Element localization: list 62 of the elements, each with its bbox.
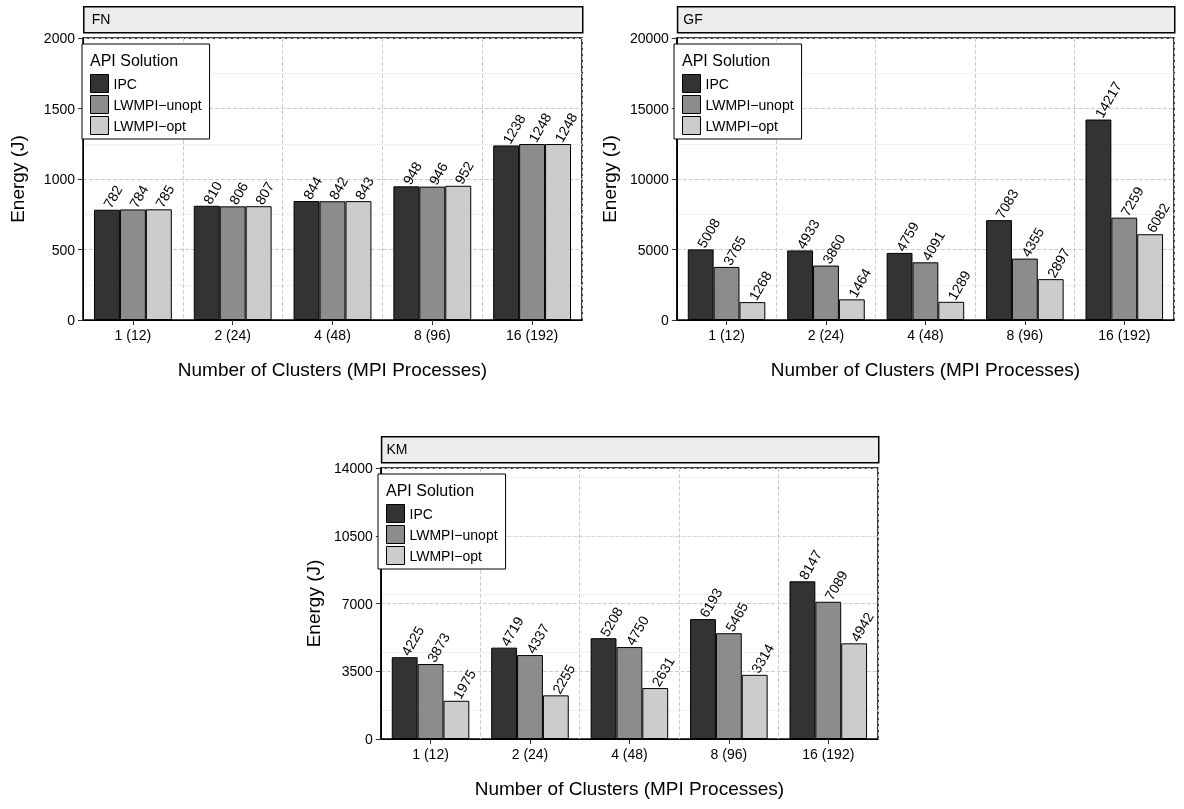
y-axis-title: Energy (J) bbox=[303, 559, 324, 648]
legend-label: LWMPI−unopt bbox=[113, 96, 202, 113]
data-label: 785 bbox=[151, 181, 178, 211]
data-label: 844 bbox=[299, 173, 326, 202]
chart-title: GF bbox=[683, 11, 703, 27]
legend-label: IPC bbox=[705, 75, 729, 92]
legend-title: API Solution bbox=[386, 481, 475, 499]
y-tick-label: 15000 bbox=[629, 100, 670, 117]
y-tick-label: 5000 bbox=[637, 241, 670, 258]
y-tick-label: 1000 bbox=[43, 171, 76, 187]
y-tick-label: 20000 bbox=[629, 30, 670, 46]
legend-label: LWMPI−opt bbox=[705, 117, 779, 134]
y-tick-label: 500 bbox=[51, 241, 76, 258]
y-tick-label: 14000 bbox=[333, 460, 374, 476]
data-label: 784 bbox=[125, 182, 152, 211]
legend-title: API Solution bbox=[90, 51, 179, 69]
y-tick-label: 10500 bbox=[333, 527, 374, 544]
x-tick-label: 16 (192) bbox=[506, 327, 559, 343]
x-tick-label: 1 (12) bbox=[412, 746, 449, 762]
y-tick-label: 7000 bbox=[341, 595, 374, 612]
legend-label: IPC bbox=[113, 75, 137, 92]
data-label: 948 bbox=[399, 158, 426, 188]
x-tick-label: 16 (192) bbox=[1098, 327, 1151, 343]
x-tick-label: 8 (96) bbox=[414, 327, 451, 343]
y-tick-label: 2000 bbox=[43, 30, 76, 46]
legend-label: LWMPI−unopt bbox=[409, 526, 498, 543]
y-axis-title: Energy (J) bbox=[7, 135, 28, 223]
y-axis-title: Energy (J) bbox=[599, 135, 620, 223]
legend-label: LWMPI−unopt bbox=[705, 96, 794, 113]
chart-title: FN bbox=[91, 11, 111, 27]
y-tick-label: 1500 bbox=[43, 100, 76, 117]
x-tick-label: 4 (48) bbox=[907, 327, 944, 343]
y-tick-label: 10000 bbox=[629, 171, 670, 187]
legend-title: API Solution bbox=[682, 51, 771, 69]
data-label: 782 bbox=[100, 182, 126, 211]
data-label: 810 bbox=[199, 178, 226, 207]
x-tick-label: 2 (24) bbox=[807, 327, 845, 343]
x-tick-label: 2 (24) bbox=[511, 746, 549, 762]
x-tick-label: 16 (192) bbox=[802, 746, 855, 762]
x-axis-title: Number of Clusters (MPI Processes) bbox=[474, 778, 785, 799]
x-tick-label: 4 (48) bbox=[611, 746, 648, 762]
y-tick-label: 3500 bbox=[341, 663, 374, 680]
data-label: 946 bbox=[425, 159, 452, 188]
x-tick-label: 8 (96) bbox=[710, 746, 748, 762]
x-axis-title: Number of Clusters (MPI Processes) bbox=[770, 359, 1081, 380]
y-tick-label: 0 bbox=[661, 312, 670, 328]
x-tick-label: 1 (12) bbox=[114, 327, 152, 343]
legend-label: LWMPI−opt bbox=[113, 117, 187, 134]
legend-label: LWMPI−opt bbox=[409, 547, 483, 564]
y-tick-label: 0 bbox=[365, 731, 374, 747]
data-label: 842 bbox=[325, 173, 352, 203]
x-tick-label: 2 (24) bbox=[214, 327, 251, 343]
x-axis-title: Number of Clusters (MPI Processes) bbox=[177, 359, 488, 380]
y-tick-label: 0 bbox=[67, 312, 76, 328]
x-tick-label: 1 (12) bbox=[708, 327, 745, 343]
x-tick-label: 8 (96) bbox=[1006, 327, 1044, 343]
data-label: 952 bbox=[451, 158, 477, 187]
data-label: 843 bbox=[351, 173, 378, 203]
data-label: 806 bbox=[225, 178, 252, 208]
chart-title: KM bbox=[386, 441, 408, 457]
legend-label: IPC bbox=[409, 505, 433, 522]
x-tick-label: 4 (48) bbox=[314, 327, 351, 343]
